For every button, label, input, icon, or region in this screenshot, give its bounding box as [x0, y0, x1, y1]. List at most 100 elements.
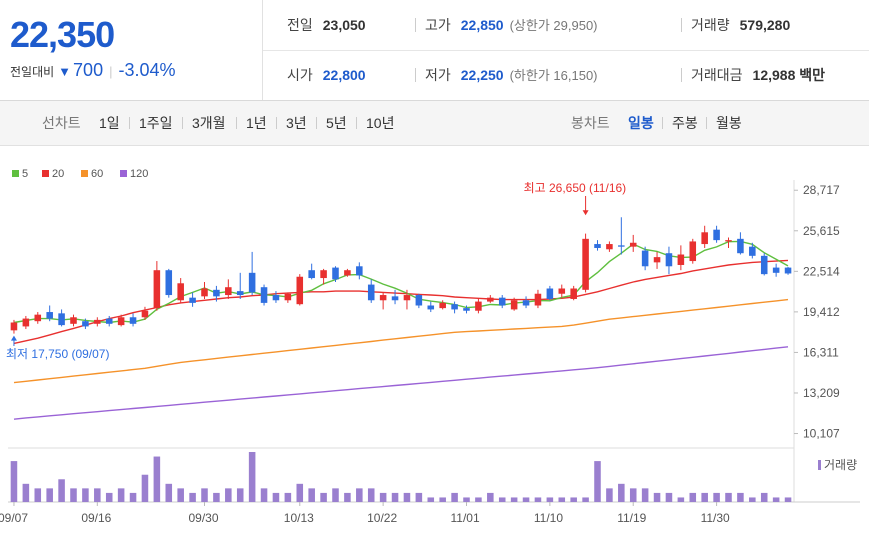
tab-1day[interactable]: 1일: [99, 115, 120, 131]
volume-bar: [272, 492, 280, 502]
candle-body: [570, 288, 577, 299]
candle-body: [760, 255, 768, 275]
candle-down: [749, 242, 756, 259]
volume-bar: [46, 488, 53, 502]
candle-body: [379, 295, 387, 301]
volume-bar: [82, 488, 89, 502]
candle-up: [403, 289, 411, 310]
candle-body: [10, 322, 18, 331]
volume-bar: [558, 497, 566, 502]
candle-down: [213, 285, 220, 302]
candle-body: [320, 270, 327, 279]
candle-body: [427, 305, 435, 310]
candle-body: [772, 267, 780, 273]
tab-monthly[interactable]: 월봉: [716, 115, 742, 131]
volume-bar: [94, 488, 101, 502]
candle-body: [510, 300, 518, 310]
y-tick-label: 13,209: [803, 386, 840, 400]
tab-1year[interactable]: 1년: [246, 115, 267, 131]
change-percent: -3.04%: [118, 60, 176, 80]
candle-down: [82, 318, 89, 330]
tab-3month[interactable]: 3개월: [192, 115, 226, 131]
divider: [415, 18, 416, 32]
candle-up: [475, 298, 482, 314]
volume-bar: [225, 488, 232, 502]
tab-candle-chart[interactable]: 봉차트: [571, 115, 610, 131]
candle-body: [594, 244, 601, 248]
volume-bar: [510, 497, 518, 502]
tab-daily[interactable]: 일봉: [628, 115, 654, 131]
volume-bar: [117, 488, 125, 502]
divider: [415, 68, 416, 82]
candle-body: [296, 276, 304, 305]
candle-body: [522, 300, 530, 306]
tab-5year[interactable]: 5년: [326, 115, 347, 131]
candle-body: [618, 245, 625, 247]
candle-up: [701, 225, 708, 248]
x-tick-label: 11/10: [534, 511, 563, 525]
candle-up: [653, 251, 661, 269]
candle-body: [308, 270, 315, 279]
candle-down: [129, 313, 137, 327]
open-price: 시가 22,800: [287, 67, 366, 83]
candle-body: [606, 244, 613, 250]
volume-bar: [141, 474, 149, 502]
candle-body: [749, 246, 756, 256]
candle-body: [487, 297, 494, 302]
candle-body: [701, 232, 708, 245]
candle-body: [177, 283, 184, 301]
tab-line-chart[interactable]: 선차트: [42, 115, 81, 131]
candle-up: [225, 279, 232, 299]
volume-bar: [629, 488, 637, 502]
volume-bar: [22, 483, 30, 502]
candle-body: [356, 266, 363, 276]
quote-row-1: 전일 23,050 고가 22,850 (상한가 29,950) 거래량 579,280: [263, 0, 869, 51]
candle-down: [165, 268, 173, 298]
candle-up: [153, 261, 161, 311]
volume-bar: [487, 492, 494, 502]
volume-bar: [439, 497, 446, 502]
candle-body: [665, 253, 673, 267]
volume-bar: [749, 497, 756, 502]
candle-body: [189, 297, 196, 303]
candle-up: [10, 319, 18, 334]
candle-up: [606, 241, 613, 252]
volume-bar: [344, 492, 351, 502]
candle-body: [737, 238, 744, 254]
tab-3year[interactable]: 3년: [286, 115, 307, 131]
candle-body: [784, 267, 792, 274]
price-change: 전일대비 ▼ 700 | -3.04%: [10, 60, 176, 81]
candle-body: [725, 240, 732, 242]
candle-up: [201, 281, 208, 299]
candle-down: [451, 301, 458, 314]
candle-down: [772, 263, 780, 277]
candle-body: [284, 293, 292, 301]
candle-down: [427, 301, 435, 313]
candle-body: [272, 295, 280, 301]
y-tick-label: 22,514: [803, 264, 840, 278]
change-amount: 700: [73, 60, 104, 80]
volume-bar: [260, 488, 268, 502]
ma120-line: [13, 346, 789, 420]
tab-10year[interactable]: 10년: [366, 115, 395, 131]
volume-bar: [618, 483, 625, 502]
candle-up: [487, 295, 494, 303]
tab-weekly[interactable]: 주봉: [672, 115, 698, 131]
ma5-line: [13, 240, 789, 324]
candle-up: [629, 234, 637, 252]
candle-body: [34, 314, 42, 322]
x-tick-label: 11/01: [451, 511, 480, 525]
volume-bar: [784, 497, 792, 502]
volume-bar: [570, 497, 577, 502]
tab-1week[interactable]: 1주일: [139, 115, 173, 131]
ma60-swatch-icon: [81, 170, 88, 177]
volume-bar: [356, 488, 363, 502]
volume-bar: [403, 492, 411, 502]
y-tick-label: 16,311: [803, 345, 839, 359]
change-label: 전일대비: [10, 65, 55, 79]
candle-body: [677, 254, 685, 265]
candle-down: [356, 262, 363, 280]
volume-bar: [213, 492, 220, 502]
legend-ma60: 60: [81, 168, 103, 180]
volume-bar: [320, 492, 327, 502]
